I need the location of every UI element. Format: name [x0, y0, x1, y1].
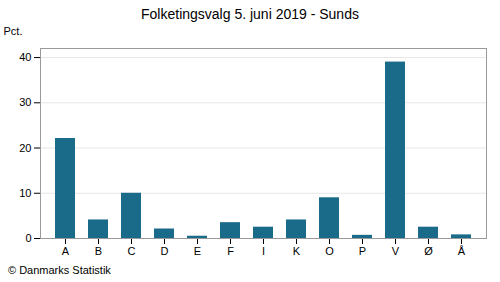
svg-text:10: 10 — [19, 187, 31, 199]
svg-text:Pct.: Pct. — [4, 25, 23, 37]
svg-text:A: A — [62, 245, 70, 257]
svg-text:Å: Å — [458, 245, 466, 257]
svg-text:K: K — [293, 245, 301, 257]
svg-text:P: P — [359, 245, 366, 257]
html-text:© Danmarks Statistik: © Danmarks Statistik — [8, 264, 111, 276]
svg-text:E: E — [194, 245, 201, 257]
svg-text:C: C — [128, 245, 136, 257]
svg-text:20: 20 — [19, 142, 31, 154]
svg-text:F: F — [227, 245, 234, 257]
svg-text:30: 30 — [19, 96, 31, 108]
html-text:Folketingsvalg 5. juni 2019 -: Folketingsvalg 5. juni 2019 - Sunds — [141, 6, 359, 22]
svg-text:0: 0 — [25, 232, 31, 244]
svg-text:B: B — [95, 245, 102, 257]
svg-text:40: 40 — [19, 51, 31, 63]
svg-text:V: V — [392, 245, 400, 257]
svg-text:I: I — [262, 245, 265, 257]
svg-text:D: D — [161, 245, 169, 257]
svg-text:O: O — [325, 245, 334, 257]
svg-text:Ø: Ø — [424, 245, 433, 257]
